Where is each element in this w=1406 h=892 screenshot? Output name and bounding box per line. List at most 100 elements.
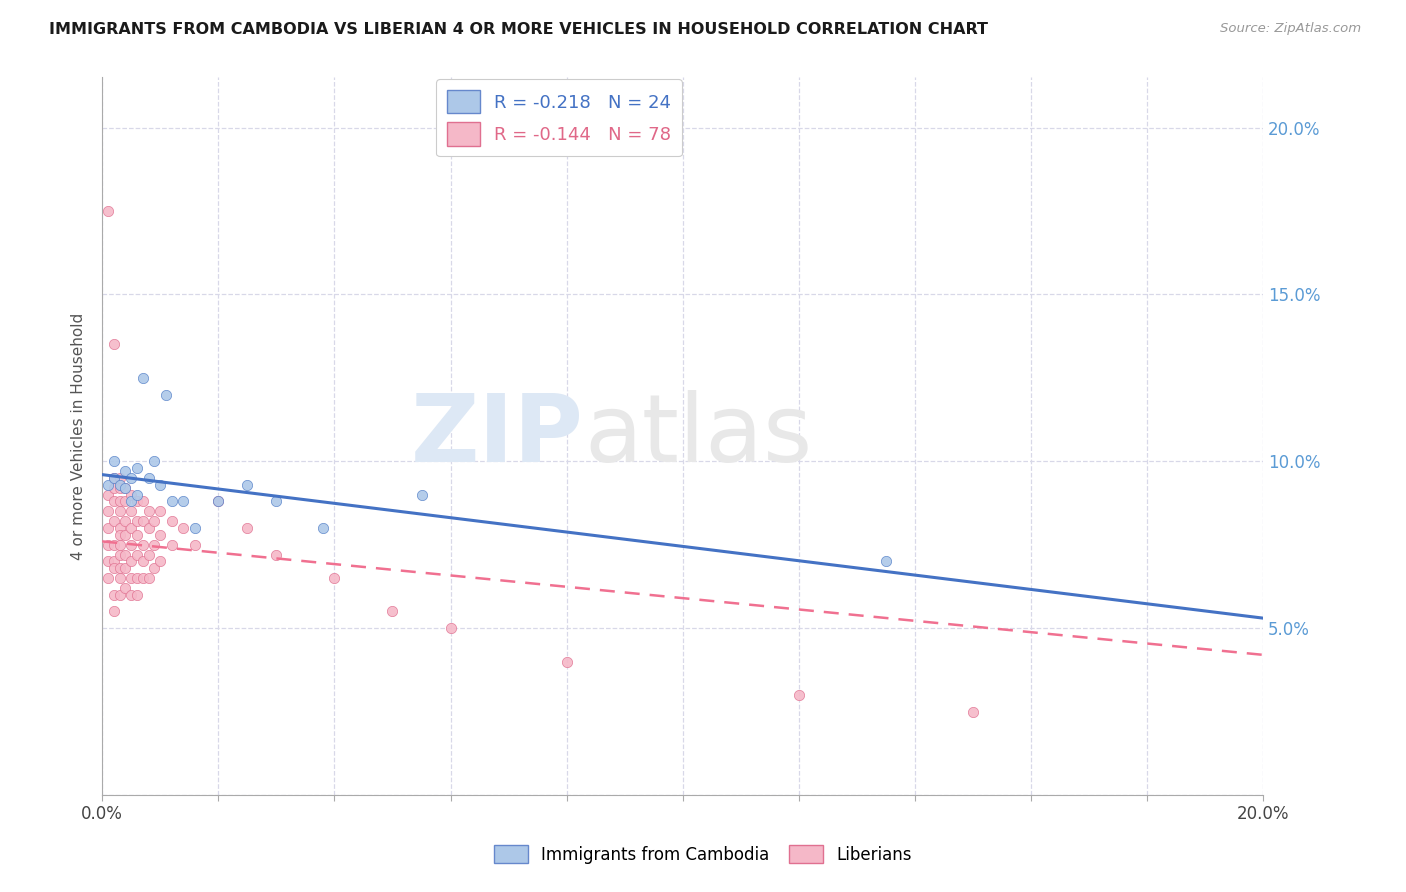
Point xyxy=(132,571,155,585)
Point xyxy=(312,521,335,535)
Point xyxy=(97,554,120,568)
Text: Source: ZipAtlas.com: Source: ZipAtlas.com xyxy=(1220,22,1361,36)
Point xyxy=(149,527,172,541)
Point xyxy=(103,605,125,619)
Point xyxy=(120,554,142,568)
Legend: Immigrants from Cambodia, Liberians: Immigrants from Cambodia, Liberians xyxy=(488,838,918,871)
Point xyxy=(143,561,166,575)
Point xyxy=(103,481,125,495)
Point xyxy=(381,605,404,619)
Point xyxy=(114,581,136,595)
Legend: R = -0.218   N = 24, R = -0.144   N = 78: R = -0.218 N = 24, R = -0.144 N = 78 xyxy=(436,79,682,156)
Point xyxy=(108,481,131,495)
Point xyxy=(149,504,172,518)
Point xyxy=(323,571,346,585)
Point xyxy=(149,554,172,568)
Point xyxy=(108,571,131,585)
Point xyxy=(97,504,120,518)
Point xyxy=(138,571,160,585)
Point xyxy=(114,481,136,495)
Point xyxy=(108,521,131,535)
Point xyxy=(120,494,142,508)
Point xyxy=(207,494,229,508)
Point xyxy=(207,494,229,508)
Point xyxy=(108,504,131,518)
Point xyxy=(103,471,125,485)
Point xyxy=(103,494,125,508)
Point xyxy=(787,688,810,702)
Point xyxy=(439,621,461,635)
Point xyxy=(120,471,142,485)
Point xyxy=(103,538,125,552)
Point xyxy=(184,521,207,535)
Point xyxy=(114,561,136,575)
Point xyxy=(120,521,142,535)
Point xyxy=(236,521,259,535)
Point xyxy=(108,588,131,602)
Point xyxy=(120,538,142,552)
Point xyxy=(125,571,148,585)
Point xyxy=(97,203,120,218)
Point xyxy=(143,538,166,552)
Point xyxy=(103,337,125,351)
Point xyxy=(97,571,120,585)
Text: atlas: atlas xyxy=(583,391,813,483)
Point xyxy=(103,554,125,568)
Text: IMMIGRANTS FROM CAMBODIA VS LIBERIAN 4 OR MORE VEHICLES IN HOUSEHOLD CORRELATION: IMMIGRANTS FROM CAMBODIA VS LIBERIAN 4 O… xyxy=(49,22,988,37)
Point xyxy=(103,471,125,485)
Point xyxy=(108,527,131,541)
Point xyxy=(875,554,897,568)
Point xyxy=(108,538,131,552)
Point xyxy=(103,561,125,575)
Point xyxy=(103,454,125,468)
Point xyxy=(266,494,288,508)
Point xyxy=(155,387,177,401)
Point xyxy=(143,514,166,528)
Point xyxy=(108,561,131,575)
Point xyxy=(143,454,166,468)
Point xyxy=(108,548,131,562)
Point xyxy=(160,514,183,528)
Point xyxy=(97,488,120,502)
Point xyxy=(97,477,120,491)
Point xyxy=(125,514,148,528)
Point xyxy=(962,705,984,719)
Text: ZIP: ZIP xyxy=(411,391,583,483)
Point xyxy=(149,477,172,491)
Point xyxy=(236,477,259,491)
Point xyxy=(114,494,136,508)
Point xyxy=(138,471,160,485)
Point xyxy=(125,494,148,508)
Point xyxy=(132,494,155,508)
Point xyxy=(132,514,155,528)
Point xyxy=(555,655,578,669)
Point xyxy=(160,538,183,552)
Point xyxy=(125,588,148,602)
Point xyxy=(120,571,142,585)
Point xyxy=(184,538,207,552)
Point xyxy=(114,464,136,478)
Point xyxy=(120,488,142,502)
Point xyxy=(160,494,183,508)
Point xyxy=(125,527,148,541)
Point xyxy=(114,481,136,495)
Point xyxy=(114,548,136,562)
Point xyxy=(114,514,136,528)
Point xyxy=(173,521,195,535)
Point xyxy=(173,494,195,508)
Point xyxy=(138,504,160,518)
Point xyxy=(97,521,120,535)
Point xyxy=(411,488,433,502)
Point xyxy=(132,371,155,385)
Point xyxy=(125,461,148,475)
Point xyxy=(97,538,120,552)
Point xyxy=(120,504,142,518)
Point xyxy=(138,548,160,562)
Y-axis label: 4 or more Vehicles in Household: 4 or more Vehicles in Household xyxy=(72,312,86,560)
Point xyxy=(108,477,131,491)
Point xyxy=(108,494,131,508)
Point xyxy=(132,538,155,552)
Point xyxy=(103,588,125,602)
Point xyxy=(132,554,155,568)
Point xyxy=(103,514,125,528)
